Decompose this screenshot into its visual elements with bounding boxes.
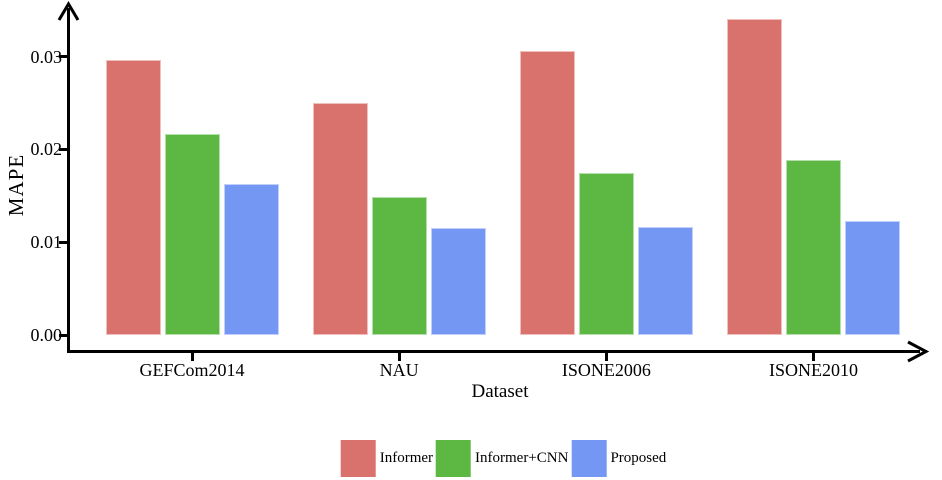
x-tick xyxy=(812,353,815,361)
x-axis-arrow-icon xyxy=(907,340,930,363)
legend-swatch-proposed xyxy=(571,440,607,477)
y-tick-label: 0.02 xyxy=(30,139,63,160)
legend-swatch-informer-cnn xyxy=(436,440,472,477)
bar-informer xyxy=(105,60,161,335)
y-tick xyxy=(59,55,67,59)
bar-informer xyxy=(727,19,782,335)
bar-informer-cnn xyxy=(371,196,427,335)
bar-proposed xyxy=(223,183,279,335)
x-tick-label: NAU xyxy=(379,360,419,380)
y-axis-arrow-icon xyxy=(57,1,80,21)
bar-proposed xyxy=(845,220,900,335)
x-tick-label: ISONE2010 xyxy=(769,360,858,380)
legend-swatch-informer xyxy=(340,440,376,477)
y-tick-label: 0.01 xyxy=(30,232,63,253)
y-tick xyxy=(59,240,67,244)
bar-proposed xyxy=(637,227,693,335)
legend-label-proposed: Proposed xyxy=(610,450,667,466)
x-tick xyxy=(604,353,608,361)
bar-proposed xyxy=(430,228,486,335)
y-tick xyxy=(59,147,67,151)
legend-label-informer: Informer xyxy=(379,450,434,466)
bar-informer-cnn xyxy=(164,133,220,335)
y-tick xyxy=(59,333,67,337)
y-tick-label: 0.03 xyxy=(30,46,63,67)
x-tick-label: GEFCom2014 xyxy=(139,360,245,380)
x-axis-label: Dataset xyxy=(471,381,529,402)
legend-label-informer-cnn: Informer+CNN xyxy=(475,450,569,466)
bar-informer xyxy=(312,103,368,335)
x-tick-label: ISONE2006 xyxy=(561,360,651,380)
x-tick xyxy=(190,353,194,361)
bar-informer-cnn xyxy=(786,159,841,335)
bar-informer xyxy=(519,51,575,335)
x-tick xyxy=(397,353,401,361)
y-tick-label: 0.00 xyxy=(30,325,63,345)
bar-informer-cnn xyxy=(578,172,634,335)
legend: Informer Informer+CNN Proposed xyxy=(340,440,670,477)
